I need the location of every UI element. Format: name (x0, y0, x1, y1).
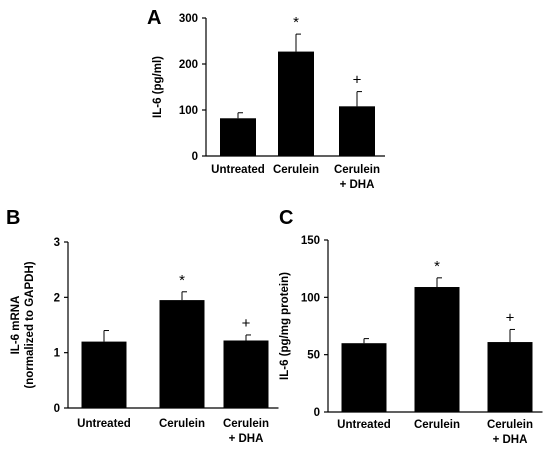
panel-c-y-tick-label: 150 (301, 235, 320, 247)
panel-a-category-label: Untreated (211, 164, 265, 176)
panel-c-bar (487, 342, 533, 412)
panel-c: C 0 50 100 150 IL-6 (pg/mg protein) Untreated… (279, 207, 543, 446)
panel-a: A 0 100 200 300 IL-6 (pg/ml) Untreated * Cerule… (147, 7, 385, 191)
panel-a-category-label: Cerulein (273, 164, 319, 176)
panel-a-bar (339, 106, 375, 156)
panel-b-y-axis-label: IL-6 mRNA (normalized to GAPDH) (10, 261, 36, 388)
panel-a-y-tick-label: 0 (192, 151, 198, 163)
panel-b-category-label: + DHA (229, 433, 264, 445)
panel-a-category-label: Cerulein (334, 164, 380, 176)
panel-a-y-tick-label: 300 (179, 13, 198, 25)
panel-b-y-tick-label: 2 (54, 292, 60, 304)
panel-b: B 0 1 2 3 IL-6 mRNA (normalized to GAPDH) Untr… (6, 207, 279, 445)
panel-b-y-axis-label-line: (normalized to GAPDH) (24, 261, 36, 388)
panel-b-significance-marker: * (179, 272, 185, 289)
panel-b-y-tick-label: 1 (54, 348, 61, 360)
panel-c-y-tick-label: 50 (307, 350, 320, 362)
panel-c-category-label: Untreated (337, 419, 391, 431)
panel-b-y-tick-label: 0 (54, 403, 60, 415)
panel-a-bar (278, 51, 314, 156)
panel-c-category-label: Cerulein (487, 419, 533, 431)
panel-b-y-tick-label: 3 (54, 237, 60, 249)
panel-c-y-axis-label: IL-6 (pg/mg protein) (279, 272, 291, 380)
panel-c-bar (341, 343, 387, 412)
panel-b-category-label: Cerulein (159, 418, 205, 430)
panel-a-bar (220, 118, 256, 156)
panel-b-bar (81, 341, 127, 408)
panel-b-letter: B (6, 207, 20, 229)
panel-c-y-tick-label: 100 (301, 292, 320, 304)
panel-b-bar (159, 300, 205, 408)
panel-a-y-axis-label-line: IL-6 (pg/ml) (152, 56, 164, 118)
panel-b-significance-marker: + (242, 315, 251, 332)
panel-c-significance-marker: * (434, 258, 440, 275)
panel-c-letter: C (279, 207, 293, 229)
panel-c-y-axis-label-line: IL-6 (pg/mg protein) (279, 272, 291, 380)
panel-b-category-label: Cerulein (223, 418, 269, 430)
panel-b-bar (223, 340, 269, 408)
panel-a-letter: A (147, 7, 161, 29)
panel-a-significance-marker: + (353, 72, 362, 89)
panel-c-category-label: Cerulein (414, 419, 460, 431)
panel-b-y-axis-label-line: IL-6 mRNA (10, 296, 22, 355)
panel-a-y-axis-label: IL-6 (pg/ml) (152, 56, 164, 118)
panel-c-category-label: + DHA (493, 434, 528, 446)
panel-c-y-tick-label: 0 (314, 407, 320, 419)
panel-c-significance-marker: + (506, 309, 515, 326)
panel-c-bar (414, 287, 460, 412)
panel-a-category-label: + DHA (340, 179, 375, 191)
panel-a-y-tick-label: 100 (179, 105, 198, 117)
panel-b-category-label: Untreated (77, 418, 131, 430)
panel-a-y-tick-label: 200 (179, 59, 198, 71)
panel-a-significance-marker: * (293, 14, 299, 31)
